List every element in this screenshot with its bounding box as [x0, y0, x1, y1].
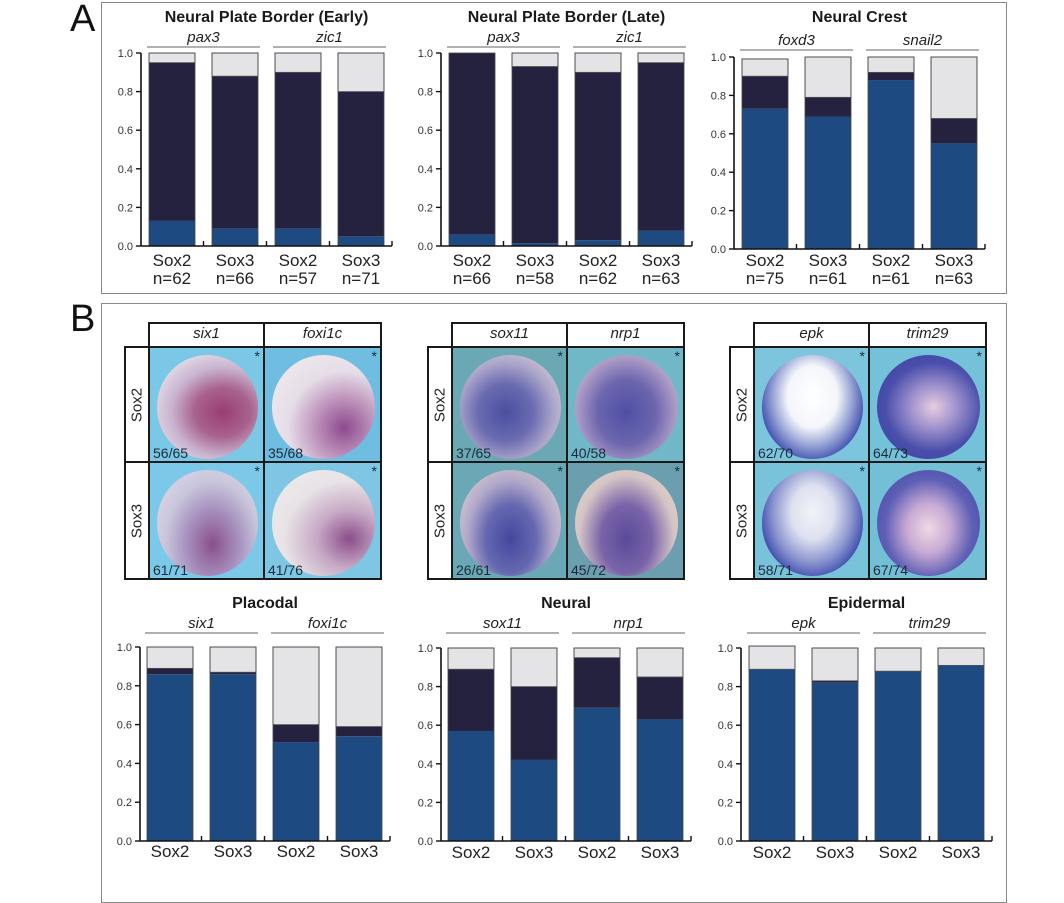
embryo-count-label: 35/68	[268, 445, 304, 461]
embryo-count-label: 58/71	[758, 562, 794, 578]
significance-marker: *	[859, 348, 865, 364]
column-header: six1	[148, 322, 265, 348]
column-header: nrp1	[566, 322, 685, 348]
embryo-image-cell: * 64/73	[868, 346, 987, 463]
panel-b-label: B	[70, 298, 96, 340]
row-header: Sox3	[427, 461, 453, 580]
embryo-count-label: 56/65	[153, 445, 189, 461]
embryo-photo	[574, 354, 679, 459]
embryo-photo	[459, 469, 562, 576]
embryo-image-cell: * 41/76	[263, 461, 382, 580]
embryo-image-cell: * 35/68	[263, 346, 382, 463]
row-header-label: Sox2	[431, 387, 449, 422]
column-header: epk	[753, 322, 870, 348]
row-header-label: Sox2	[733, 387, 751, 422]
embryo-image-cell: * 58/71	[753, 461, 870, 580]
image-grid-neural: sox11 nrp1 Sox2 * 37/65 * 40/58 Sox3 * 26/61 * 45/7…	[427, 322, 685, 580]
significance-marker: *	[254, 463, 260, 479]
embryo-photo	[271, 469, 376, 576]
significance-marker: *	[976, 463, 982, 479]
embryo-count-label: 62/70	[758, 445, 794, 461]
row-header-label: Sox2	[128, 387, 146, 422]
row-header: Sox2	[427, 346, 453, 463]
column-header: sox11	[451, 322, 568, 348]
embryo-image-cell: * 56/65	[148, 346, 265, 463]
significance-marker: *	[674, 348, 680, 364]
row-header-label: Sox3	[431, 503, 449, 538]
significance-marker: *	[371, 348, 377, 364]
significance-marker: *	[976, 348, 982, 364]
embryo-photo	[876, 354, 981, 459]
embryo-photo	[876, 469, 981, 576]
significance-marker: *	[557, 348, 563, 364]
significance-marker: *	[674, 463, 680, 479]
row-header-label: Sox3	[733, 503, 751, 538]
embryo-count-label: 40/58	[571, 445, 607, 461]
embryo-image-cell: * 40/58	[566, 346, 685, 463]
significance-marker: *	[254, 348, 260, 364]
embryo-count-label: 37/65	[456, 445, 492, 461]
embryo-count-label: 61/71	[153, 562, 189, 578]
embryo-photo	[271, 354, 376, 459]
significance-marker: *	[371, 463, 377, 479]
embryo-count-label: 45/72	[571, 562, 607, 578]
embryo-photo	[761, 354, 864, 459]
embryo-count-label: 41/76	[268, 562, 304, 578]
embryo-count-label: 64/73	[873, 445, 909, 461]
embryo-image-cell: * 26/61	[451, 461, 568, 580]
embryo-image-cell: * 62/70	[753, 346, 870, 463]
embryo-photo	[459, 354, 562, 459]
column-header: foxi1c	[263, 322, 382, 348]
significance-marker: *	[557, 463, 563, 479]
column-header: trim29	[868, 322, 987, 348]
embryo-image-cell: * 45/72	[566, 461, 685, 580]
image-grid-placodal: six1 foxi1c Sox2 * 56/65 * 35/68 Sox3 * 61/71 * 41/…	[124, 322, 382, 580]
image-grid-epidermal: epk trim29 Sox2 * 62/70 * 64/73 Sox3 * 58/71 * 67/7…	[729, 322, 987, 580]
embryo-image-cell: * 37/65	[451, 346, 568, 463]
embryo-image-cell: * 67/74	[868, 461, 987, 580]
panel-a-label: A	[70, 0, 96, 40]
row-header-label: Sox3	[128, 503, 146, 538]
embryo-photo	[761, 469, 864, 576]
embryo-photo	[574, 469, 679, 576]
row-header: Sox2	[729, 346, 755, 463]
embryo-count-label: 67/74	[873, 562, 909, 578]
embryo-image-cell: * 61/71	[148, 461, 265, 580]
row-header: Sox3	[729, 461, 755, 580]
panel-a-frame	[101, 2, 1007, 294]
row-header: Sox3	[124, 461, 150, 580]
significance-marker: *	[859, 463, 865, 479]
row-header: Sox2	[124, 346, 150, 463]
embryo-count-label: 26/61	[456, 562, 492, 578]
embryo-photo	[156, 354, 259, 459]
embryo-photo	[156, 469, 259, 576]
